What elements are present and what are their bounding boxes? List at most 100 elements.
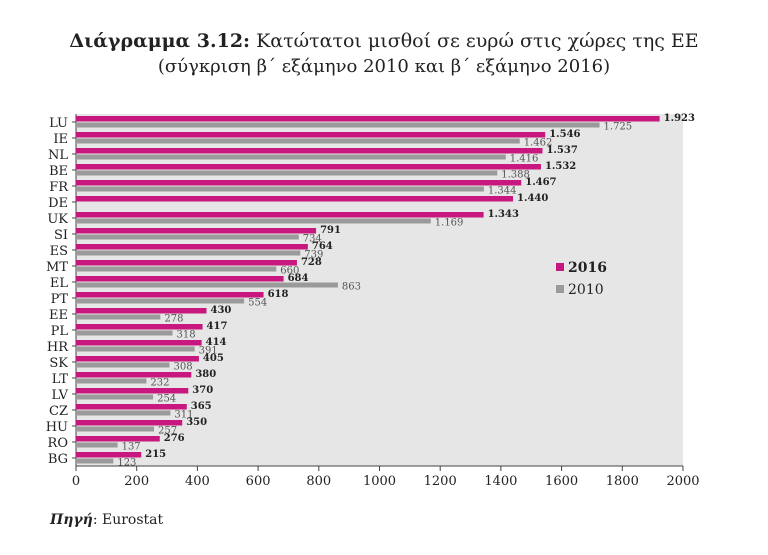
bar-2016-label: 791 (320, 225, 341, 236)
bar-2010 (76, 266, 277, 272)
bar-2010 (76, 458, 114, 464)
bar-2016 (76, 292, 264, 298)
category-label: BG (48, 452, 68, 467)
bar-2016 (76, 196, 514, 202)
bar-2016-label: 618 (268, 289, 289, 300)
bar-2010 (76, 442, 118, 448)
bar-2010-label: 311 (174, 410, 193, 421)
bar-2016 (76, 276, 284, 282)
bar-2010-label: 1.388 (501, 170, 530, 181)
bar-2010 (76, 426, 154, 432)
category-label: IE (53, 132, 68, 147)
chart-title-text: Κατώτατοι μισθοί σε ευρώ στις χώρες της … (256, 30, 699, 52)
x-tick-label: 0 (72, 474, 80, 489)
source-note: Πηγή: Eurostat (50, 512, 163, 528)
bar-2016 (76, 148, 543, 154)
bar-2016-label: 417 (207, 321, 228, 332)
bar-2016-label: 370 (192, 385, 213, 396)
bar-2010 (76, 234, 299, 240)
bar-2010-label: 554 (248, 298, 267, 309)
category-label: EL (50, 276, 68, 291)
bar-2010 (76, 330, 173, 336)
bar-2010-label: 1.169 (435, 218, 464, 229)
x-tick-label: 400 (185, 474, 210, 489)
legend-label-2010: 2010 (568, 282, 604, 298)
bar-2010-label: 308 (173, 362, 192, 373)
bar-2016-label: 1.343 (488, 209, 519, 220)
chart-subtitle: (σύγκριση β΄ εξάμηνο 2010 και β΄ εξάμηνο… (157, 56, 611, 77)
bar-2010 (76, 346, 195, 352)
bar-2016-label: 430 (211, 305, 232, 316)
category-label: HR (47, 340, 69, 355)
bar-2016 (76, 308, 207, 314)
chart-title: Διάγραμμα 3.12: Κατώτατοι μισθοί σε ευρώ… (0, 30, 768, 52)
bar-2016-label: 1.546 (549, 129, 580, 140)
bar-2016 (76, 212, 484, 218)
bar-2010-label: 739 (304, 250, 323, 261)
bar-2010-label: 318 (177, 330, 196, 341)
category-label: NL (48, 148, 68, 163)
bar-2010 (76, 122, 600, 128)
bar-2016 (76, 228, 317, 234)
bar-2016-label: 405 (203, 353, 224, 364)
bar-2016-label: 764 (312, 241, 333, 252)
category-label: BE (49, 164, 68, 179)
bar-2016-label: 1.537 (546, 145, 577, 156)
bar-2010 (76, 362, 170, 368)
bar-2010-label: 137 (122, 442, 141, 453)
bar-2016 (76, 260, 297, 266)
bar-2010 (76, 138, 520, 144)
bar-2010-label: 232 (150, 378, 169, 389)
bar-2016-label: 365 (191, 401, 212, 412)
category-label: PL (51, 324, 69, 339)
bar-2010-label: 254 (157, 394, 176, 405)
bar-2016-label: 728 (301, 257, 322, 268)
bar-2016-label: 1.923 (664, 113, 695, 124)
bar-2010 (76, 218, 431, 224)
bar-2010-label: 123 (117, 458, 136, 469)
bar-2016 (76, 356, 199, 362)
x-tick-label: 1800 (606, 474, 639, 489)
bar-2016 (76, 404, 187, 410)
x-tick-label: 1000 (363, 474, 396, 489)
x-tick-label: 1200 (424, 474, 457, 489)
bar-2010 (76, 394, 154, 400)
bar-2010 (76, 314, 161, 320)
bar-2016 (76, 132, 546, 138)
x-tick-label: 2000 (666, 474, 699, 489)
source-text: : Eurostat (92, 512, 164, 528)
category-label: LT (52, 372, 69, 387)
bar-2016-label: 1.467 (525, 177, 556, 188)
bar-2010 (76, 154, 506, 160)
bar-2016 (76, 244, 308, 250)
category-label: HU (46, 420, 68, 435)
bar-2016 (76, 340, 202, 346)
x-tick-label: 800 (306, 474, 331, 489)
bar-2016 (76, 324, 203, 330)
bar-2010 (76, 186, 484, 192)
category-label: SI (54, 228, 68, 243)
bar-2016-label: 215 (145, 449, 166, 460)
bar-2016-label: 684 (288, 273, 309, 284)
bar-2016-label: 350 (186, 417, 207, 428)
bar-2010-label: 257 (158, 426, 177, 437)
category-label: PT (51, 292, 69, 307)
bar-2016 (76, 388, 189, 394)
bar-2010 (76, 410, 171, 416)
bar-2016 (76, 452, 142, 458)
category-label: DE (48, 196, 68, 211)
bar-2016 (76, 180, 522, 186)
bar-2010-label: 1.416 (510, 154, 539, 165)
category-label: UK (47, 212, 68, 227)
bar-2016-label: 1.440 (517, 193, 548, 204)
bar-2016 (76, 420, 183, 426)
x-tick-label: 600 (246, 474, 271, 489)
category-label: MT (46, 260, 68, 275)
bar-2010-label: 1.344 (488, 186, 517, 197)
category-label: RO (48, 436, 68, 451)
x-tick-label: 1600 (545, 474, 578, 489)
bar-2010-label: 1.725 (604, 122, 633, 133)
bar-2010-label: 391 (199, 346, 218, 357)
legend-swatch-2010 (556, 285, 564, 293)
bar-2010-label: 278 (164, 314, 183, 325)
